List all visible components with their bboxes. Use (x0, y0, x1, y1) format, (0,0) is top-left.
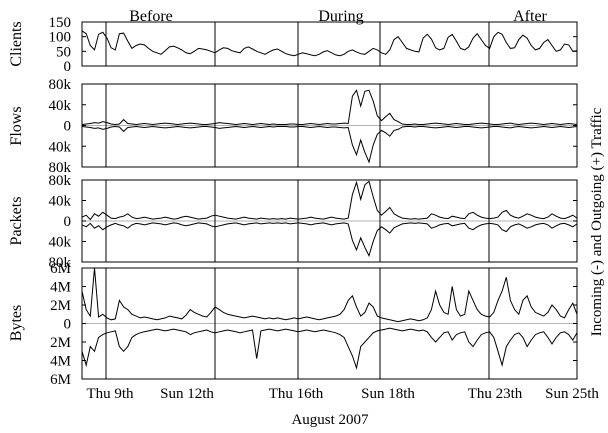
clients-y-tick-label: 0 (64, 59, 72, 75)
packets-series-incoming-line (81, 222, 578, 258)
bytes-y-tick-label: 6M (50, 372, 71, 388)
bytes-y-tick-label: 6M (50, 261, 71, 277)
bytes-y-tick-label: 4M (50, 280, 71, 296)
packets-y-tick-label: 0 (64, 214, 72, 230)
period-label-after: After (513, 8, 547, 25)
x-tick-label: Sun 25th (545, 386, 599, 402)
packets-y-tick-label: 80k (49, 173, 72, 189)
y-tick-labels: 15010050080k40k040k80k80k40k040k80k6M4M2… (49, 15, 577, 388)
bytes-y-tick-label: 4M (50, 354, 71, 370)
packets-y-tick-label: 80k (49, 255, 72, 271)
clients-y-tick-label: 150 (49, 15, 72, 31)
packets-series-outgoing-line (81, 180, 578, 221)
bytes-y-tick-label: 2M (50, 298, 71, 314)
period-label-during: During (318, 8, 363, 25)
flows-series-incoming-line (81, 125, 578, 164)
clients-y-tick-label: 50 (56, 44, 71, 60)
bytes-ylabel: Bytes (8, 305, 25, 341)
x-tick-labels: Thu 9th Sun 12th Thu 16th Sun 18th Thu 23th S… (86, 386, 599, 402)
bytes-series-incoming-line (81, 327, 578, 370)
flows-ylabel: Flows (8, 106, 25, 145)
period-label-before: Before (129, 8, 173, 25)
divider-lines (105, 22, 490, 379)
clients-ylabel: Clients (8, 21, 25, 66)
bytes-y-tick-label: 2M (50, 335, 71, 351)
clients-panel-frame (81, 21, 578, 67)
packets-ylabel: Packets (8, 197, 25, 246)
x-tick-label: Sun 12th (160, 386, 214, 402)
x-axis-label: August 2007 (291, 412, 369, 428)
flows-y-tick-label: 0 (64, 119, 72, 135)
flows-y-tick-label: 80k (49, 160, 72, 176)
bytes-y-tick-label: 0 (64, 317, 72, 333)
plot-layer (81, 30, 578, 370)
clients-y-tick-label: 100 (49, 30, 72, 46)
x-tick-label: Thu 9th (86, 386, 134, 402)
packets-y-tick-label: 40k (49, 194, 72, 210)
traffic-direction-label: Incoming (-) and Outgoing (+) Traffic (589, 107, 605, 336)
x-tick-label: Sun 18th (361, 386, 415, 402)
x-tick-label: Thu 23th (468, 386, 523, 402)
clients-series-0-line (81, 30, 578, 57)
flows-y-tick-label: 80k (49, 77, 72, 93)
flows-y-tick-label: 40k (49, 139, 72, 155)
flows-y-tick-label: 40k (49, 98, 72, 114)
bytes-series-outgoing-line (81, 267, 578, 323)
packets-y-tick-label: 40k (49, 235, 72, 251)
x-tick-label: Thu 16th (269, 386, 324, 402)
flows-series-outgoing-line (81, 89, 578, 126)
